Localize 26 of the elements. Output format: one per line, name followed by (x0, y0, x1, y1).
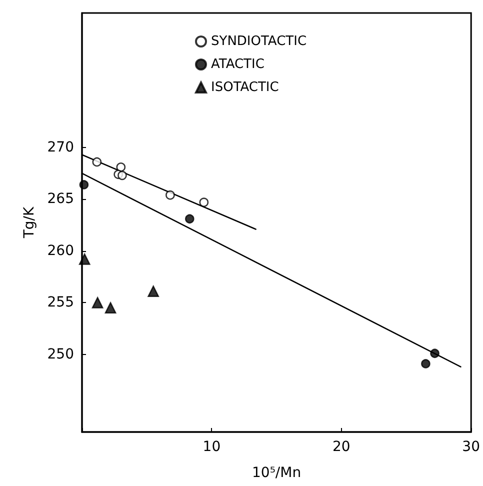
legend-label: SYNDIOTACTIC (211, 34, 307, 49)
y-tick-label: 270 (47, 139, 74, 156)
point (118, 170, 127, 180)
point (116, 162, 126, 172)
x-axis-title: 10⁵/Mn (252, 465, 302, 481)
point (166, 190, 175, 200)
legend-label: ISOTACTIC (211, 80, 279, 95)
point (78, 254, 90, 265)
point (430, 348, 440, 358)
x-tick-label: 10 (202, 439, 221, 455)
y-tick-label: 265 (47, 191, 74, 208)
point (92, 297, 104, 308)
point (185, 214, 194, 224)
point (104, 302, 116, 314)
legend-label: ATACTIC (211, 57, 264, 72)
y-tick-label: 255 (47, 294, 74, 311)
point (199, 198, 209, 207)
y-axis-title: Tg/K (21, 206, 38, 240)
x-tick-label: 30 (462, 439, 480, 455)
point (148, 286, 159, 297)
y-tick-label: 260 (47, 242, 74, 259)
x-tick-label: 20 (332, 439, 350, 455)
point (92, 157, 102, 167)
point (421, 359, 430, 368)
point (79, 180, 89, 190)
y-tick-label: 250 (47, 346, 74, 362)
